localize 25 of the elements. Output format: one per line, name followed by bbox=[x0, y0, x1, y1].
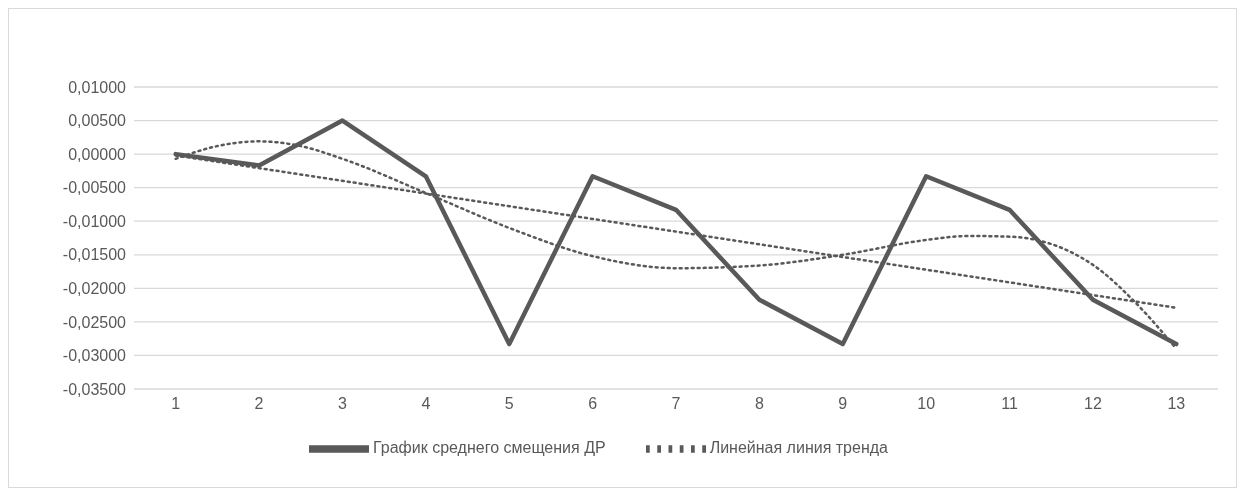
y-tick-label: 0,00500 bbox=[68, 112, 127, 130]
x-tick-label: 3 bbox=[338, 395, 348, 412]
x-tick-label: 8 bbox=[754, 395, 764, 412]
x-tick-label: 2 bbox=[254, 395, 264, 412]
x-tick-label: 10 bbox=[917, 395, 936, 412]
legend-label: График среднего смещения ДР bbox=[373, 439, 606, 457]
x-tick-label: 4 bbox=[421, 395, 431, 412]
y-tick-label: -0,00500 bbox=[62, 179, 127, 197]
y-tick-label: -0,02000 bbox=[62, 280, 127, 298]
x-tick-label: 6 bbox=[588, 395, 598, 412]
y-tick-label: -0,03000 bbox=[62, 347, 127, 365]
x-tick-label: 7 bbox=[671, 395, 681, 412]
x-tick-label: 9 bbox=[838, 395, 848, 412]
x-tick-label: 13 bbox=[1167, 395, 1186, 412]
y-tick-label: -0,01000 bbox=[62, 212, 127, 230]
x-tick-label: 5 bbox=[504, 395, 514, 412]
y-tick-label: -0,02500 bbox=[62, 313, 127, 331]
legend-label: Линейная линия тренда bbox=[709, 439, 888, 457]
x-tick-label: 1 bbox=[171, 395, 181, 412]
y-tick-label: 0,01000 bbox=[68, 78, 127, 96]
x-tick-label: 11 bbox=[1001, 395, 1018, 412]
y-tick-label: -0,01500 bbox=[62, 246, 127, 264]
x-tick-label: 12 bbox=[1084, 395, 1102, 412]
y-tick-label: -0,03500 bbox=[62, 380, 127, 398]
y-tick-label: 0,00000 bbox=[68, 145, 127, 163]
